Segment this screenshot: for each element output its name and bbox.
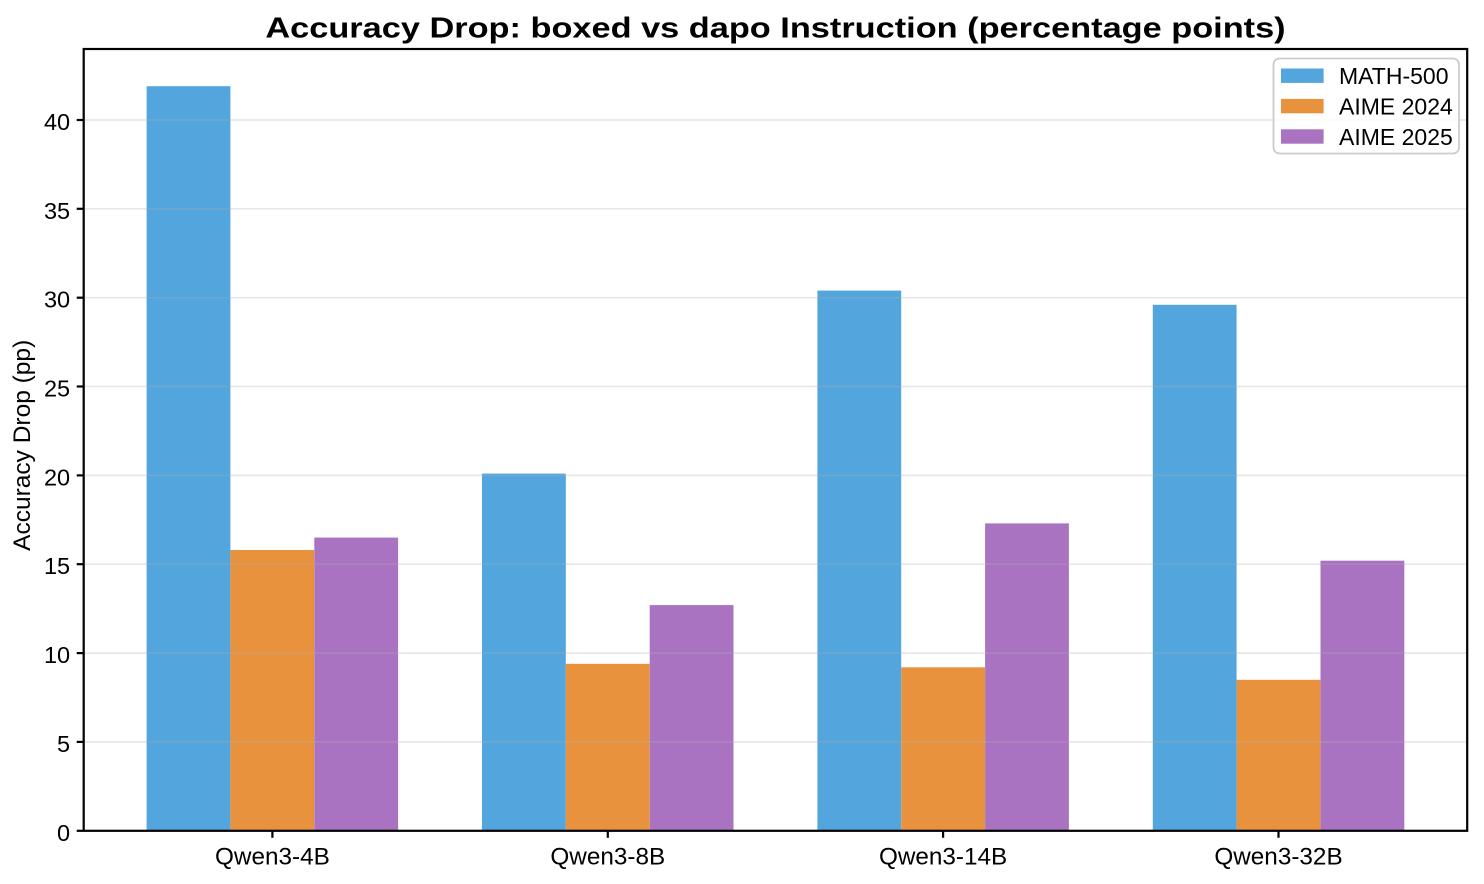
svg-text:Qwen3-8B: Qwen3-8B xyxy=(550,844,665,871)
svg-text:40: 40 xyxy=(44,109,70,135)
svg-text:AIME 2024: AIME 2024 xyxy=(1339,93,1453,119)
svg-text:Qwen3-4B: Qwen3-4B xyxy=(215,844,330,871)
svg-text:0: 0 xyxy=(57,820,70,846)
svg-text:Accuracy Drop: boxed vs dapo I: Accuracy Drop: boxed vs dapo Instruction… xyxy=(265,11,1285,44)
svg-text:30: 30 xyxy=(44,287,70,313)
svg-text:20: 20 xyxy=(44,464,70,490)
svg-text:AIME 2025: AIME 2025 xyxy=(1339,124,1453,150)
svg-text:MATH-500: MATH-500 xyxy=(1339,63,1449,89)
svg-text:10: 10 xyxy=(44,642,70,668)
svg-text:Qwen3-14B: Qwen3-14B xyxy=(879,844,1007,871)
svg-text:35: 35 xyxy=(44,198,70,224)
svg-text:5: 5 xyxy=(57,731,70,757)
svg-text:25: 25 xyxy=(44,376,70,402)
svg-text:Qwen3-32B: Qwen3-32B xyxy=(1214,844,1342,871)
svg-text:15: 15 xyxy=(44,553,70,579)
svg-text:Accuracy Drop (pp): Accuracy Drop (pp) xyxy=(9,340,36,551)
